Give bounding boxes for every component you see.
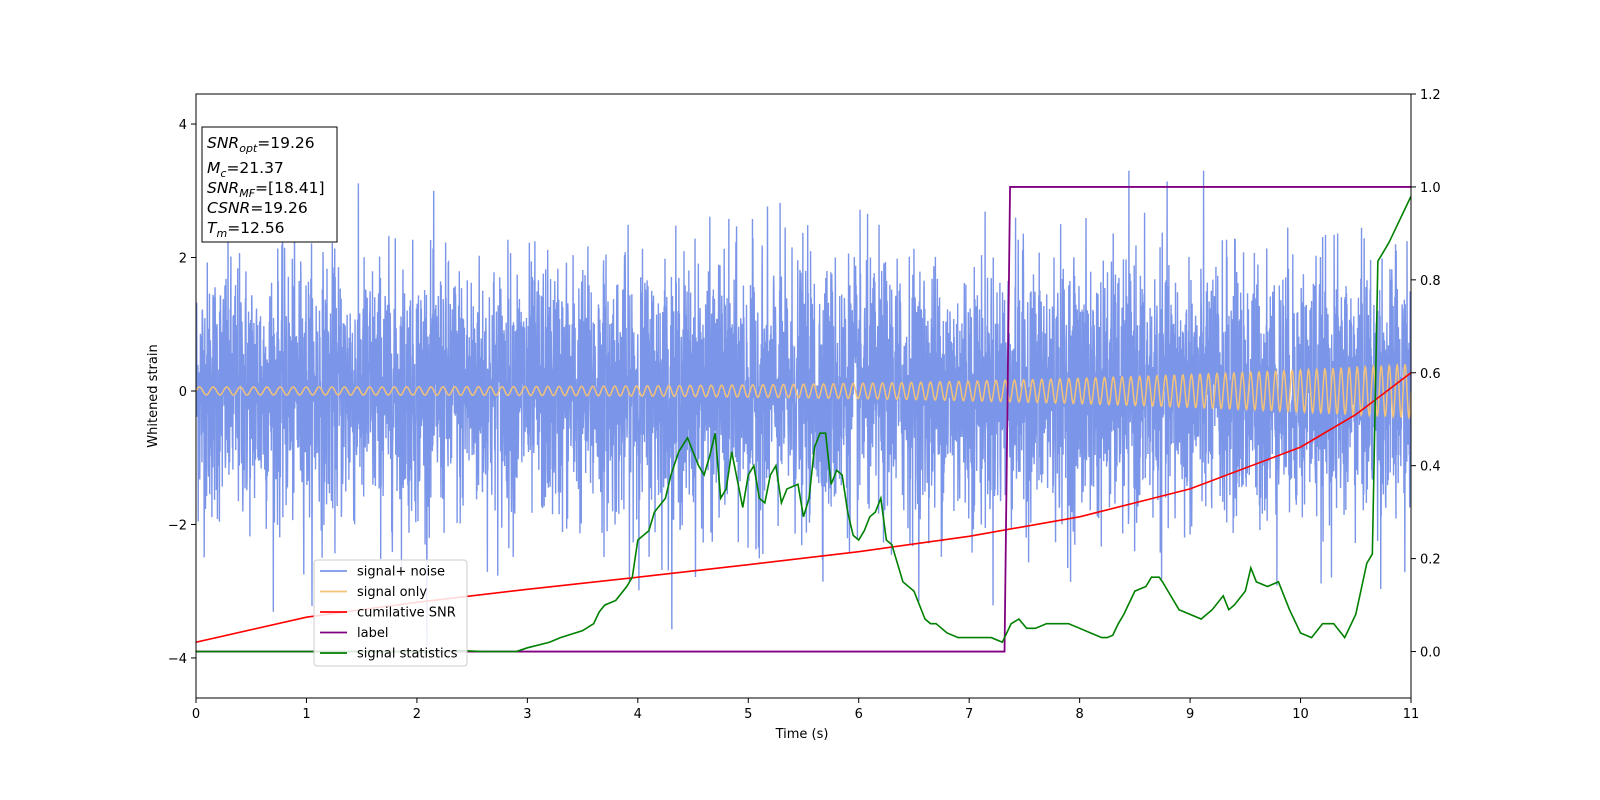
series-signal-only-line [196,362,1411,421]
info-line: SNRopt=19.26 [207,134,315,155]
x-tick-label: 10 [1292,707,1309,722]
info-line: Mc=21.37 [207,159,284,180]
legend-label: signal statistics [357,647,458,662]
y2-tick-label: 0.8 [1420,274,1441,289]
legend-label: signal+ noise [357,565,445,580]
y-tick-label: 2 [179,252,187,267]
y2-tick-label: 0.6 [1420,367,1441,382]
y2-tick-label: 0.0 [1420,646,1441,661]
series-signal-statistics-line [196,195,1411,653]
x-tick-label: 3 [523,707,531,722]
legend-frame [313,559,468,667]
info-line: CSNR=19.26 [207,199,308,217]
x-tick-label: 11 [1403,707,1420,722]
y-axis-label: Whitened strain [146,344,161,447]
x-tick-label: 9 [1186,707,1194,722]
legend-label: label [357,626,388,641]
x-tick-label: 1 [302,707,310,722]
x-axis-label: Time (s) [775,727,829,742]
info-line: SNRMF=[18.41] [207,179,325,200]
y2-tick-label: 1.0 [1420,181,1441,196]
y-tick-label: −4 [168,652,187,667]
x-tick-label: 4 [634,707,642,722]
y-tick-label: 0 [179,385,187,400]
x-tick-label: 5 [744,707,752,722]
plot-frame [195,93,1412,699]
y-tick-label: 4 [179,118,187,133]
info-box: SNRopt=19.26 Mc=21.37SNRMF=[18.41]CSNR=19… [201,126,338,243]
legend-label: cumilative SNR [357,606,456,621]
series-signal-noise-line [196,170,1411,646]
y2-tick-label: 0.4 [1420,460,1441,475]
legend: signal+ noise signal only cumilative SNR la… [313,559,468,667]
x-tick-label: 8 [1075,707,1083,722]
x-tick-label: 0 [192,707,200,722]
series-label-line [196,186,1411,653]
x-tick-label: 6 [855,707,863,722]
y2-tick-label: 1.2 [1420,88,1441,103]
info-line: Tm=12.56 [207,219,285,240]
y2-tick-label: 0.2 [1420,553,1441,568]
y-tick-label: −2 [168,518,187,533]
x-tick-label: 7 [965,707,973,722]
info-box-frame [201,126,338,243]
legend-label: signal only [357,585,427,600]
axes-layer: 0 1 2 3 4 5 6 7 8 9 10 11 −4 −2 0 2 4 0.0 0.2 0.4 0.6 0.8 1.0 1… [168,88,1441,722]
x-tick-label: 2 [413,707,421,722]
